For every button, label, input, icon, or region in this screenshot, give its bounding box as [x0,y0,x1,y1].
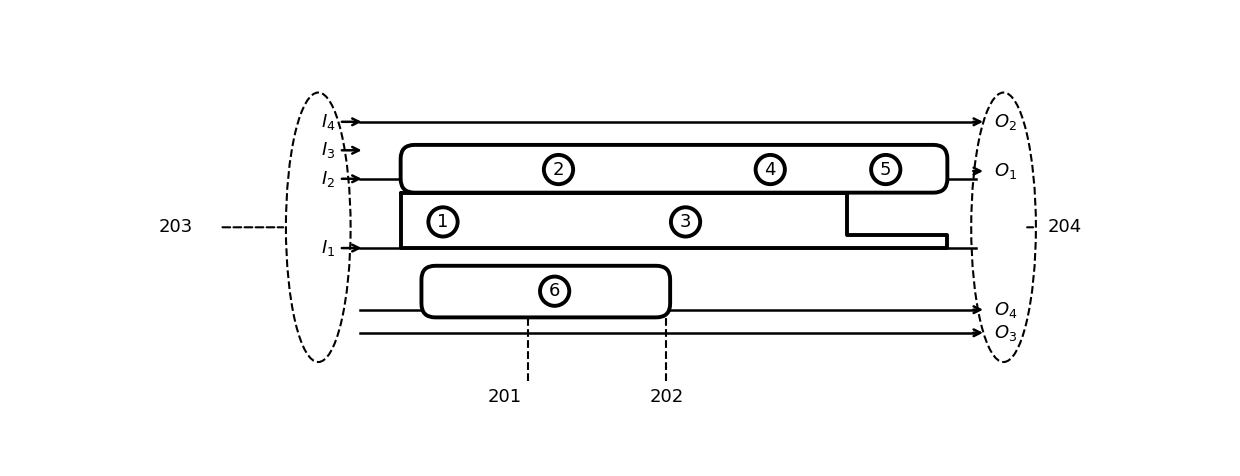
Polygon shape [401,193,947,248]
Text: 2: 2 [553,160,564,178]
FancyBboxPatch shape [422,266,670,317]
Circle shape [428,207,458,237]
Text: 1: 1 [438,213,449,231]
Text: 4: 4 [765,160,776,178]
Circle shape [872,155,900,184]
Text: $O_3$: $O_3$ [993,323,1017,343]
Text: $I_3$: $I_3$ [321,140,335,160]
Text: $O_1$: $O_1$ [993,161,1017,181]
Circle shape [671,207,701,237]
Text: 204: 204 [1048,218,1081,236]
Text: 3: 3 [680,213,692,231]
Text: $I_2$: $I_2$ [321,169,335,189]
Text: 203: 203 [159,218,192,236]
FancyBboxPatch shape [401,145,947,193]
Text: 201: 201 [487,387,522,406]
Text: 5: 5 [880,160,892,178]
Text: 6: 6 [549,282,560,300]
Text: 202: 202 [650,387,683,406]
Circle shape [755,155,785,184]
Circle shape [541,277,569,306]
Text: $O_4$: $O_4$ [993,300,1017,320]
Text: $I_4$: $I_4$ [321,112,335,132]
Text: $I_1$: $I_1$ [321,238,335,258]
Text: $O_2$: $O_2$ [993,112,1017,132]
Circle shape [544,155,573,184]
